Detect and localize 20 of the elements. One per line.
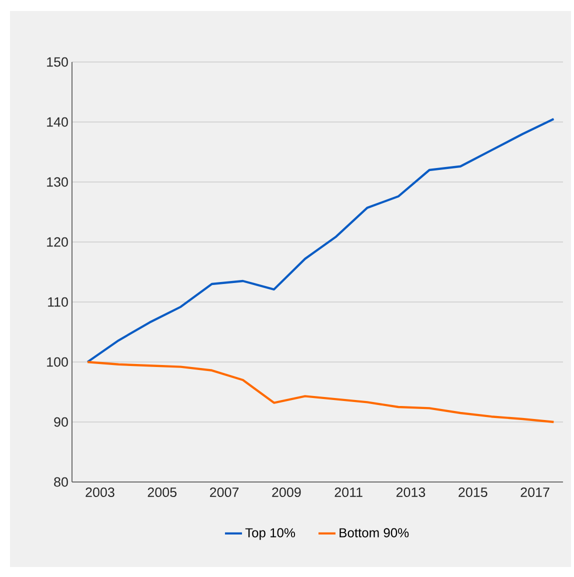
legend-label: Bottom 90%: [340, 528, 409, 538]
legend-label: Top 10%: [245, 528, 295, 540]
x-tick-label: 2005: [148, 488, 177, 498]
y-tick-label: 110: [48, 297, 68, 307]
y-tick-label: 90: [54, 417, 68, 427]
x-tick-label: 2003: [86, 488, 114, 498]
x-tick-label: 2015: [458, 488, 488, 498]
y-tick-label: 120: [47, 237, 68, 247]
y-tick-label: 150: [47, 57, 68, 67]
y-tick-label: 140: [47, 117, 68, 127]
line-series: [86, 360, 555, 424]
x-tick-label: 2011: [334, 488, 362, 498]
x-tick-label: 2007: [210, 488, 239, 498]
y-tick-label: 80: [54, 477, 68, 487]
y-tick-label: 100: [47, 357, 68, 367]
x-tick-label: 2013: [396, 488, 426, 498]
x-tick-label: 2009: [272, 488, 301, 498]
line-series: [86, 118, 555, 364]
y-tick-label: 130: [47, 177, 68, 187]
x-tick-label: 2017: [520, 488, 550, 498]
